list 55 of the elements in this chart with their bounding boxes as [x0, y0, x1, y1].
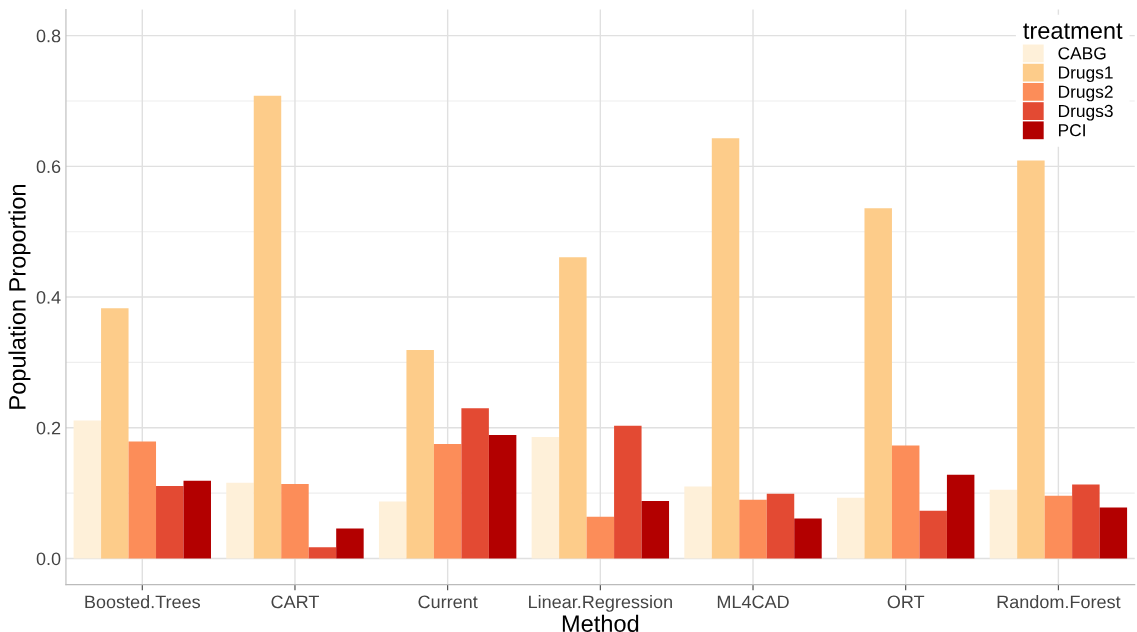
bar — [919, 510, 947, 559]
x-tick-label: Linear.Regression — [529, 595, 672, 612]
y-axis-title: Population Proportion — [8, 185, 31, 409]
bar — [406, 349, 434, 559]
bar — [101, 308, 129, 559]
y-tick-label: 0.4 — [36, 290, 61, 304]
bar — [226, 482, 254, 559]
x-tick-label: Random.Forest — [997, 595, 1121, 609]
bar — [989, 489, 1018, 559]
x-tick-label: ORT — [887, 595, 925, 609]
bar — [531, 436, 560, 559]
bar — [253, 95, 282, 559]
x-tick-label: Current — [418, 595, 478, 609]
bar — [1099, 507, 1128, 559]
bar — [836, 497, 865, 559]
bar — [378, 501, 407, 559]
bar — [73, 420, 102, 559]
bar — [766, 493, 795, 559]
legend-title: treatment — [1023, 23, 1123, 39]
bar — [891, 445, 920, 559]
x-tick-label: CART — [271, 595, 319, 609]
bar — [794, 518, 822, 559]
y-tick-label: 0.2 — [36, 421, 61, 435]
bar — [336, 528, 364, 559]
bar — [684, 486, 712, 559]
x-tick-label: ML4CAD — [717, 595, 789, 609]
bar — [614, 425, 642, 559]
bar — [711, 138, 740, 559]
bar — [461, 408, 489, 559]
legend-label: Drugs1 — [1058, 66, 1113, 83]
bar — [739, 499, 767, 559]
bar — [308, 547, 337, 559]
bar — [946, 474, 975, 559]
legend-label: PCI — [1058, 124, 1085, 137]
bar — [641, 500, 670, 559]
bar — [1017, 160, 1045, 559]
bar — [488, 434, 517, 559]
y-tick-label: 0.0 — [36, 552, 61, 566]
bar — [156, 485, 184, 559]
x-tick-label: Boosted.Trees — [85, 595, 201, 609]
bar — [586, 516, 615, 559]
bar — [864, 208, 892, 559]
bar — [433, 444, 462, 559]
legend-label: Drugs3 — [1058, 104, 1113, 121]
bar — [1072, 484, 1100, 559]
x-axis-title: Method — [562, 614, 639, 632]
bar — [559, 257, 587, 559]
bar — [128, 441, 157, 559]
y-tick-label: 0.6 — [36, 160, 61, 174]
legend-label: CABG — [1058, 47, 1106, 60]
legend-label: Drugs2 — [1058, 85, 1113, 102]
bar — [183, 480, 211, 559]
bar — [281, 483, 309, 559]
y-tick-label: 0.8 — [36, 29, 61, 43]
bar — [1044, 495, 1073, 559]
